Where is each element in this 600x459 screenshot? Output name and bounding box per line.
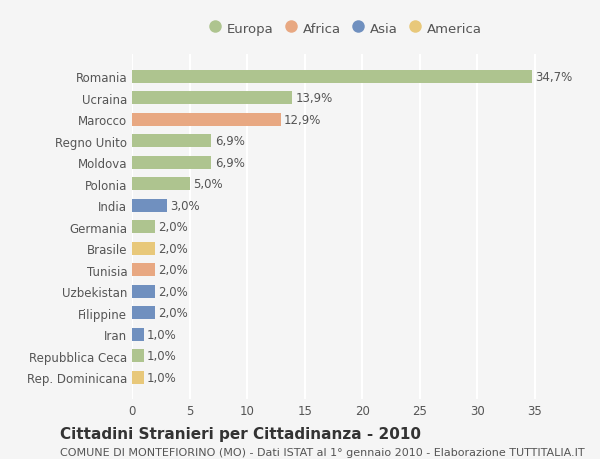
- Text: 2,0%: 2,0%: [158, 242, 188, 255]
- Text: Cittadini Stranieri per Cittadinanza - 2010: Cittadini Stranieri per Cittadinanza - 2…: [60, 425, 421, 441]
- Bar: [132, 113, 281, 127]
- Text: 5,0%: 5,0%: [193, 178, 223, 191]
- Bar: [132, 199, 167, 212]
- Text: 2,0%: 2,0%: [158, 285, 188, 298]
- Text: 6,9%: 6,9%: [215, 135, 245, 148]
- Bar: [132, 328, 143, 341]
- Bar: [132, 285, 155, 298]
- Bar: [132, 307, 155, 319]
- Text: 6,9%: 6,9%: [215, 157, 245, 169]
- Text: 12,9%: 12,9%: [284, 113, 322, 127]
- Bar: [132, 263, 155, 276]
- Bar: [132, 178, 190, 191]
- Bar: [132, 135, 211, 148]
- Text: 34,7%: 34,7%: [535, 71, 572, 84]
- Text: 13,9%: 13,9%: [295, 92, 333, 105]
- Bar: [132, 242, 155, 255]
- Bar: [132, 92, 292, 105]
- Bar: [132, 349, 143, 362]
- Text: 3,0%: 3,0%: [170, 199, 200, 212]
- Text: 2,0%: 2,0%: [158, 307, 188, 319]
- Text: 2,0%: 2,0%: [158, 263, 188, 277]
- Text: 1,0%: 1,0%: [147, 328, 177, 341]
- Text: 1,0%: 1,0%: [147, 349, 177, 362]
- Text: 2,0%: 2,0%: [158, 221, 188, 234]
- Text: 1,0%: 1,0%: [147, 371, 177, 384]
- Text: COMUNE DI MONTEFIORINO (MO) - Dati ISTAT al 1° gennaio 2010 - Elaborazione TUTTI: COMUNE DI MONTEFIORINO (MO) - Dati ISTAT…: [60, 447, 584, 457]
- Legend: Europa, Africa, Asia, America: Europa, Africa, Asia, America: [203, 17, 487, 41]
- Bar: [132, 221, 155, 234]
- Bar: [132, 371, 143, 384]
- Bar: [132, 157, 211, 169]
- Bar: [132, 71, 532, 84]
